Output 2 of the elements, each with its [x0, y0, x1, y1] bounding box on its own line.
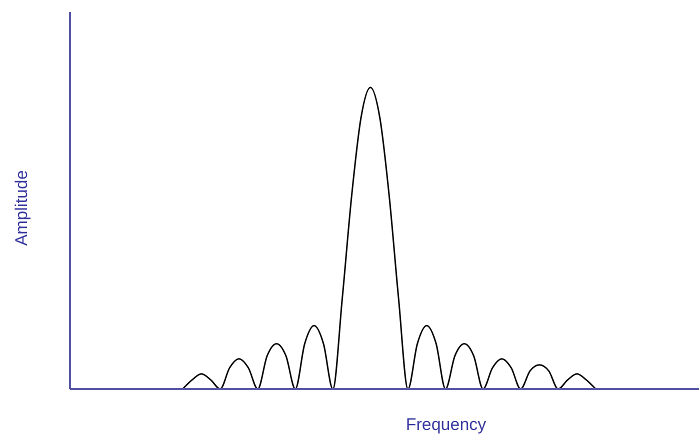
x-axis-title: Frequency: [406, 415, 486, 435]
y-axis-title: Amplitude: [12, 170, 32, 246]
